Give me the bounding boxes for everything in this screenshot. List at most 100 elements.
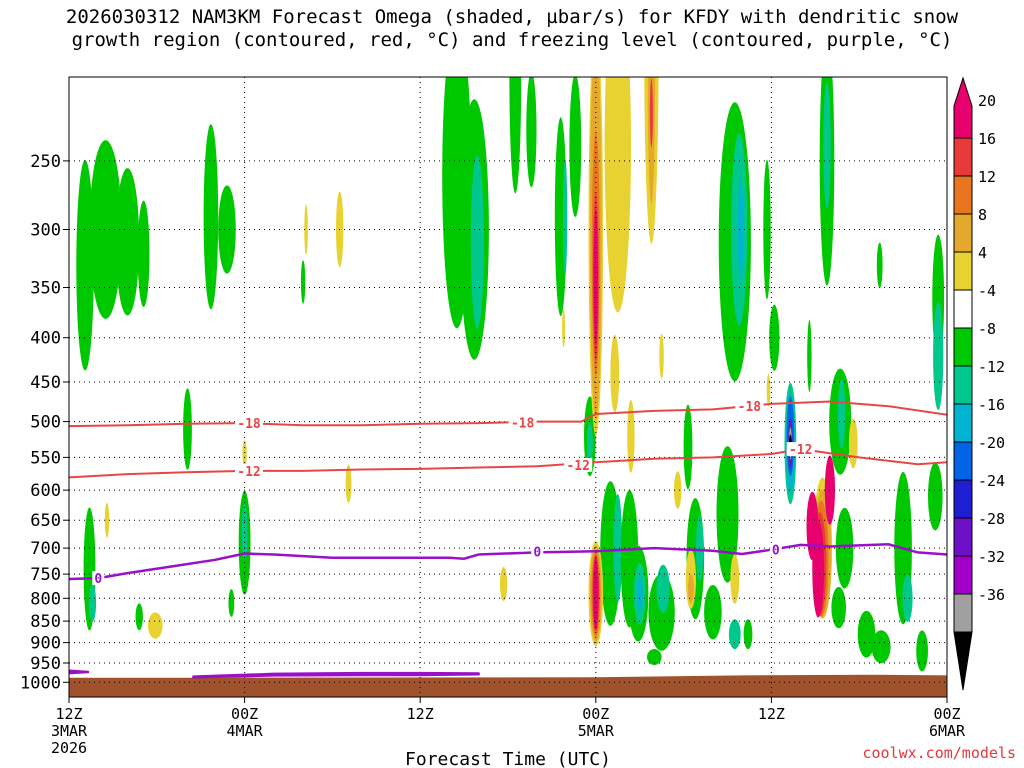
isotherm-label-bg xyxy=(235,463,263,478)
isotherm-label: -12 xyxy=(237,465,260,480)
colorbar-label: 12 xyxy=(978,168,996,186)
y-tick-label: 350 xyxy=(30,279,61,299)
omega-shading xyxy=(76,77,945,672)
omega-blob xyxy=(562,157,568,276)
freezing-level-label: 0 xyxy=(772,544,780,559)
omega-blob xyxy=(76,160,94,371)
isotherm-label: -12 xyxy=(789,443,812,458)
chart-title-line-1: 2026030312 NAM3KM Forecast Omega (shaded… xyxy=(65,6,959,28)
freezing-level-label-bg xyxy=(769,542,782,557)
colorbar-segment xyxy=(953,403,973,443)
x-tick-label: 00Z xyxy=(231,705,258,723)
omega-blob xyxy=(135,603,143,631)
freezing-level-label-bg xyxy=(531,544,544,559)
omega-blob xyxy=(649,78,653,148)
omega-blob xyxy=(613,493,623,603)
terrain-fill xyxy=(69,674,947,697)
x-tick-label: 5MAR xyxy=(578,722,615,740)
omega-blob xyxy=(659,333,664,379)
colorbar-segment xyxy=(953,327,973,367)
colorbar-segment xyxy=(953,555,973,595)
x-tick-label: 12Z xyxy=(55,705,82,723)
omega-blob xyxy=(593,209,598,344)
omega-blob xyxy=(115,168,140,316)
omega-blob xyxy=(704,585,722,640)
colorbar-label: -24 xyxy=(978,472,1005,490)
omega-blob xyxy=(148,612,163,639)
omega-blob xyxy=(807,320,812,392)
colorbar-segment xyxy=(953,289,973,329)
colorbar-segment xyxy=(953,213,973,253)
colorbar-segment xyxy=(953,76,973,139)
omega-blob xyxy=(627,400,635,473)
isotherm-label-bg xyxy=(235,416,263,431)
colorbar-label: -32 xyxy=(978,548,1005,566)
x-tick-label: 4MAR xyxy=(227,722,264,740)
colorbar-segment xyxy=(953,175,973,215)
x-tick-label: 12Z xyxy=(758,705,785,723)
omega-blob xyxy=(241,503,248,560)
x-tick-label: 00Z xyxy=(582,705,609,723)
y-tick-label: 1000 xyxy=(20,673,61,693)
y-axis: 2503003504004505005506006507007508008509… xyxy=(20,152,69,693)
colorbar-segment xyxy=(953,365,973,405)
temperature-contours xyxy=(69,400,947,679)
omega-blob xyxy=(499,566,508,602)
omega-blob xyxy=(743,619,753,650)
omega-blob xyxy=(604,77,631,313)
colorbar-segment xyxy=(953,137,973,177)
y-tick-label: 900 xyxy=(30,634,61,654)
omega-blob xyxy=(242,440,247,468)
colorbar-segment xyxy=(953,631,973,691)
y-tick-label: 250 xyxy=(30,152,61,172)
omega-blob xyxy=(763,159,771,300)
x-axis-label: Forecast Time (UTC) xyxy=(405,749,611,768)
colorbar-segment xyxy=(953,251,973,291)
freezing-level-label: 0 xyxy=(94,572,102,587)
colorbar-label: -16 xyxy=(978,396,1005,414)
credit-text: coolwx.com/models xyxy=(862,744,1016,762)
omega-blob xyxy=(837,379,846,449)
omega-blob xyxy=(569,77,582,217)
y-tick-label: 300 xyxy=(30,221,61,241)
colorbar-label: -4 xyxy=(978,282,996,300)
omega-blob xyxy=(218,185,236,274)
omega-blob xyxy=(857,610,876,658)
freezing-level-label-bg xyxy=(92,571,105,586)
colorbar-label: 16 xyxy=(978,130,996,148)
isotherm-label-bg xyxy=(564,457,593,472)
isotherm-label-bg xyxy=(735,399,764,414)
y-tick-label: 600 xyxy=(30,481,61,501)
gridlines xyxy=(69,77,947,697)
colorbar-label: -20 xyxy=(978,434,1005,452)
omega-blob xyxy=(562,308,566,348)
colorbar-label: 20 xyxy=(978,92,996,110)
omega-blob xyxy=(104,502,110,538)
omega-blob xyxy=(728,619,741,650)
y-tick-label: 500 xyxy=(30,413,61,433)
freezing-level-contour xyxy=(69,543,947,581)
isotherm-label-bg xyxy=(508,415,537,430)
y-tick-label: 850 xyxy=(30,612,61,632)
omega-blob xyxy=(916,630,928,672)
omega-blob xyxy=(928,462,943,531)
colorbar-label: -36 xyxy=(978,586,1005,604)
colorbar-label: 4 xyxy=(978,244,987,262)
omega-blob xyxy=(730,554,740,604)
colorbar: 20 16 12 8 4 -4 -8 -12 -16 -20 -24 -28 -32 -36 xyxy=(953,76,1005,691)
omega-blob xyxy=(848,418,858,469)
omega-blob xyxy=(636,576,643,611)
x-tick-label: 00Z xyxy=(933,705,960,723)
omega-blob xyxy=(470,155,484,329)
freezing-level-left-loop xyxy=(69,669,90,675)
freezing-level-label: 0 xyxy=(533,545,541,560)
y-tick-label: 400 xyxy=(30,329,61,349)
colorbar-segment xyxy=(953,441,973,481)
contour-labels: -18 -18 -18 -12 -12 -12 0 0 0 xyxy=(92,399,815,587)
isotherm-label: -12 xyxy=(566,459,589,474)
omega-blob xyxy=(526,77,537,188)
x-tick-label: 3MAR xyxy=(51,722,88,740)
omega-blob xyxy=(203,124,219,310)
colorbar-label: -12 xyxy=(978,358,1005,376)
